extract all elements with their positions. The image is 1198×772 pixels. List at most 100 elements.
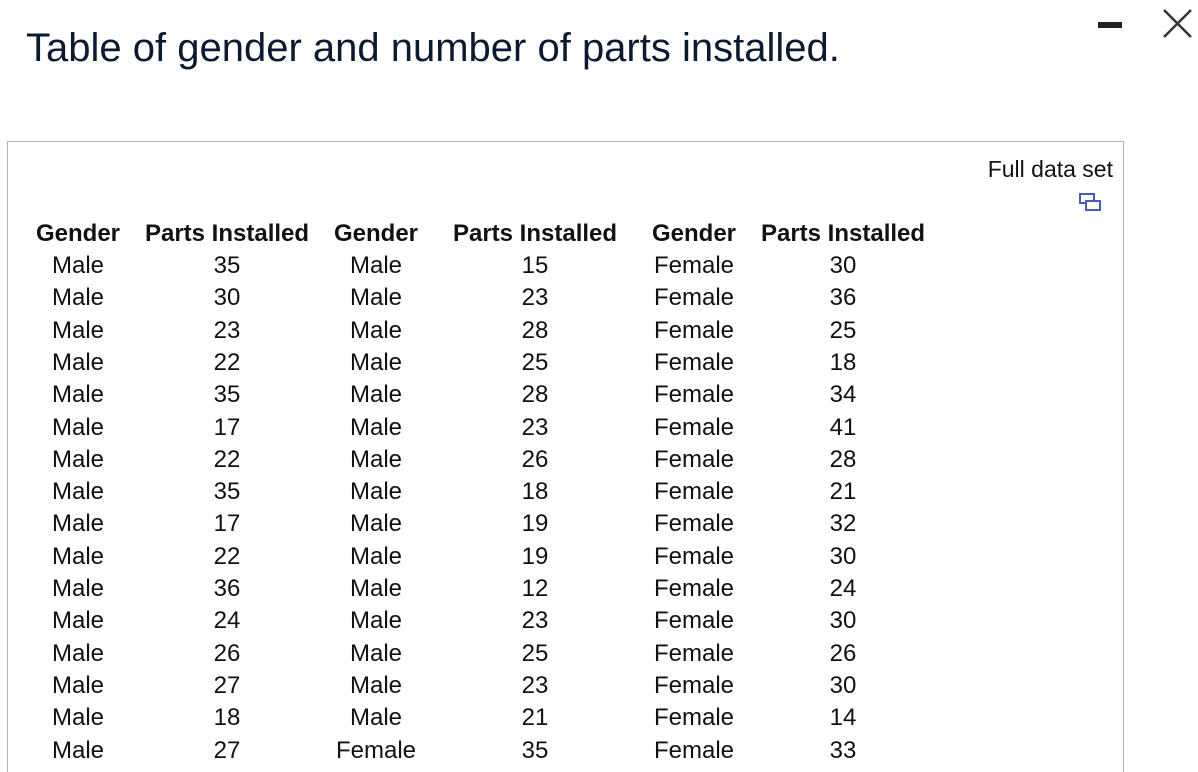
table-cell: 18 <box>213 704 241 732</box>
table-cell: 25 <box>829 316 857 344</box>
table-cell: 21 <box>829 478 857 506</box>
table-cell: Male <box>51 413 105 441</box>
table-cell: 22 <box>213 348 241 376</box>
table-cell: Male <box>349 575 403 602</box>
table-cell: Male <box>51 316 105 344</box>
table-cell: Female <box>653 510 735 538</box>
table-cell: Male <box>349 284 403 312</box>
column-header: Parts Installed <box>144 220 310 247</box>
table-cell: Female <box>653 736 735 764</box>
table-cell: 35 <box>213 381 241 409</box>
table-cell: Male <box>51 445 105 473</box>
table-cell: Male <box>51 639 105 667</box>
table-cell: Male <box>51 284 105 312</box>
table-cell: 32 <box>829 510 857 538</box>
table-cell: Female <box>653 704 735 732</box>
table-cell: 14 <box>829 704 857 732</box>
table-cell: 33 <box>829 736 857 764</box>
table-cell: Female <box>653 252 735 279</box>
table-cell: Female <box>335 736 417 764</box>
table-cell: 17 <box>213 510 241 538</box>
table-cell: Male <box>349 510 403 538</box>
table-cell: Male <box>51 671 105 699</box>
table-cell: 35 <box>213 252 241 279</box>
table-cell: 26 <box>213 639 241 667</box>
table-cell: 36 <box>829 284 857 312</box>
table-cell: Female <box>653 381 735 409</box>
table-cell: Male <box>51 575 105 602</box>
table-cell: 17 <box>213 413 241 441</box>
table-cell: Male <box>51 252 105 279</box>
table-cell: 28 <box>829 445 857 473</box>
table-cell: Male <box>349 607 403 635</box>
table-cell: Male <box>349 252 403 279</box>
column-header: Gender <box>333 220 419 247</box>
table-cell: 30 <box>829 542 857 570</box>
table-cell: Male <box>349 704 403 732</box>
table-cell: 28 <box>521 381 549 409</box>
table-cell: 30 <box>213 284 241 312</box>
table-cell: 27 <box>213 736 241 764</box>
data-panel: Full data set Gender Parts Installed Gende… <box>7 141 1124 772</box>
table-cell: Male <box>349 478 403 506</box>
table-cell: 27 <box>213 671 241 699</box>
table-cell: Female <box>653 478 735 506</box>
table-cell: Female <box>653 607 735 635</box>
table-cell: 28 <box>521 316 549 344</box>
table-cell: 23 <box>521 671 549 699</box>
table-cell: 26 <box>521 445 549 473</box>
table-cell: 23 <box>521 413 549 441</box>
table-cell: 35 <box>521 736 549 764</box>
table-cell: Male <box>349 381 403 409</box>
table-cell: Female <box>653 284 735 312</box>
table-cell: 34 <box>829 381 857 409</box>
table-cell: 24 <box>829 575 857 602</box>
table-cell: Female <box>653 542 735 570</box>
table-cell: 18 <box>521 478 549 506</box>
table-cell: Male <box>51 736 105 764</box>
table-cell: 23 <box>521 284 549 312</box>
table-cell: Female <box>653 639 735 667</box>
column-header: Parts Installed <box>760 220 926 247</box>
table-cell: 19 <box>521 510 549 538</box>
table-cell: 15 <box>521 252 549 279</box>
close-button[interactable] <box>1163 9 1192 38</box>
window-controls <box>1098 9 1192 38</box>
column-header: Parts Installed <box>452 220 618 247</box>
table-cell: 35 <box>213 478 241 506</box>
table-cell: Male <box>349 316 403 344</box>
table-cell: Male <box>349 413 403 441</box>
table-cell: Male <box>51 478 105 506</box>
minimize-button[interactable] <box>1098 22 1122 28</box>
table-cell: Female <box>653 413 735 441</box>
table-cell: 41 <box>829 413 857 441</box>
table-cell: 12 <box>521 575 549 602</box>
title: Table of gender and number of parts inst… <box>26 26 840 70</box>
table-cell: 25 <box>521 348 549 376</box>
table-cell: Male <box>51 348 105 376</box>
table-cell: Male <box>349 348 403 376</box>
full-data-icon[interactable] <box>1079 192 1101 212</box>
table-cell: 30 <box>829 671 857 699</box>
column-header: Gender <box>35 220 121 247</box>
table-cell: 22 <box>213 445 241 473</box>
table-cell: 26 <box>829 639 857 667</box>
table-cell: Male <box>349 639 403 667</box>
full-data-link[interactable]: Full data set <box>987 156 1113 182</box>
table-cell: Female <box>653 671 735 699</box>
table-cell: 23 <box>213 316 241 344</box>
table-cell: 30 <box>829 607 857 635</box>
table-cell: 24 <box>213 607 241 635</box>
table-cell: 23 <box>521 607 549 635</box>
table-cell: 25 <box>521 639 549 667</box>
table-cell: Male <box>51 607 105 635</box>
table-cell: Male <box>51 542 105 570</box>
table-cell: Female <box>653 316 735 344</box>
table-cell: 36 <box>213 575 241 602</box>
table-cell: Male <box>349 671 403 699</box>
table-cell: 22 <box>213 542 241 570</box>
column-header: Gender <box>651 220 737 247</box>
table-cell: Male <box>349 542 403 570</box>
table-cell: Male <box>349 445 403 473</box>
